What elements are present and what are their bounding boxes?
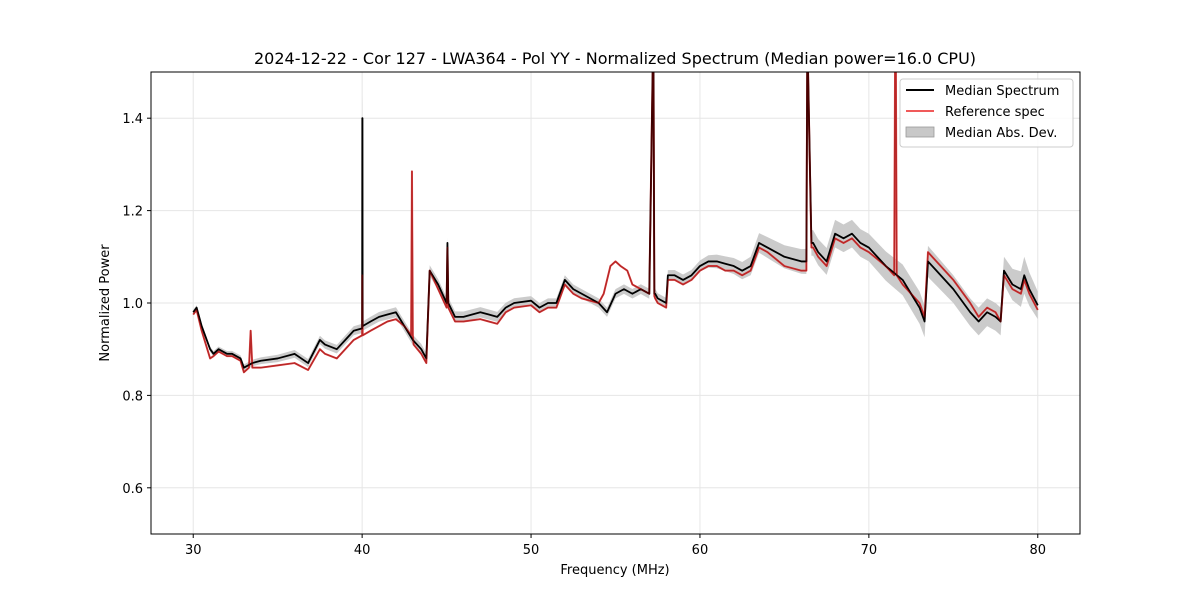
y-axis-label: Normalized Power [98, 244, 113, 362]
y-tick-label: 1.4 [122, 112, 143, 127]
x-tick-label: 80 [1029, 543, 1046, 558]
ticks: 30 40 50 60 70 80 0.6 0.8 1.0 1.2 1.4 [122, 112, 1046, 558]
median-spectrum-line [192, 72, 1039, 369]
legend-mad-swatch [905, 126, 935, 138]
y-tick-label: 0.8 [122, 389, 143, 404]
y-tick-label: 1.2 [122, 205, 143, 220]
legend-mad-label: Median Abs. Dev. [945, 126, 1057, 141]
legend-box [899, 78, 1074, 148]
x-tick-label: 40 [354, 543, 371, 558]
x-tick-label: 30 [185, 543, 202, 558]
x-tick-label: 70 [861, 543, 878, 558]
chart-title: 2024-12-22 - Cor 127 - LWA364 - Pol YY -… [254, 49, 976, 68]
legend-median-label: Median Spectrum [945, 84, 1059, 99]
reference-overlay-line [192, 72, 1039, 374]
x-axis-label: Frequency (MHz) [560, 563, 669, 578]
plot-area [192, 72, 1039, 374]
legend: Median Spectrum Reference spec Median Ab… [899, 78, 1074, 148]
legend-reference-label: Reference spec [945, 105, 1045, 120]
x-tick-label: 60 [692, 543, 709, 558]
y-tick-label: 0.6 [122, 482, 143, 497]
y-tick-label: 1.0 [122, 297, 143, 312]
x-tick-label: 50 [523, 543, 540, 558]
